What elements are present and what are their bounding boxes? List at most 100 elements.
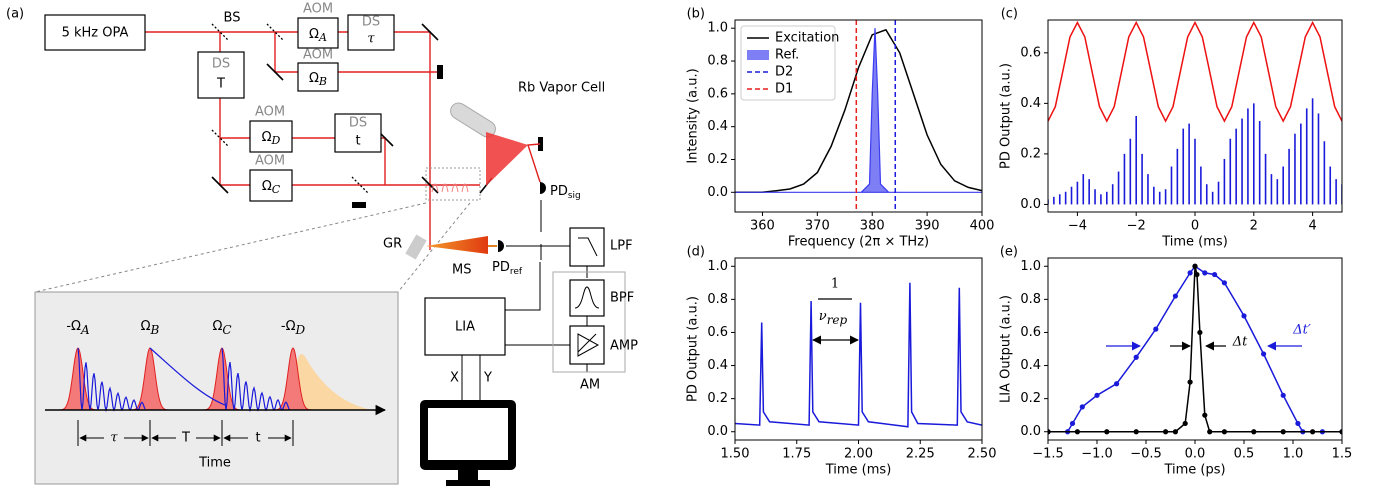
ds-label: DS: [362, 15, 380, 30]
pulse-train: [431, 183, 469, 193]
aom-label: AOM: [303, 2, 333, 17]
marker: [1163, 429, 1169, 435]
aom-box: [297, 62, 339, 92]
aom-sub: C: [272, 183, 281, 196]
marker: [1153, 326, 1159, 332]
monitor-stand: [446, 470, 490, 486]
amp-label: AMP: [610, 339, 638, 354]
annotation-symbol: ν: [819, 309, 827, 324]
opa-label: 5 kHz OPA: [62, 26, 129, 41]
bs-label: BS: [224, 11, 241, 26]
marker: [1221, 429, 1227, 435]
x-tick-label: −2: [1127, 219, 1146, 234]
pulse-sub: B: [150, 323, 160, 337]
aom-box: [297, 17, 339, 49]
plot-area: [735, 282, 982, 428]
marker: [1114, 381, 1120, 387]
pd-ref: [498, 240, 504, 252]
marker: [1194, 271, 1200, 278]
ms-label: MS: [452, 263, 471, 278]
x-tick-label: 370: [805, 219, 830, 234]
pd-sub: ref: [510, 267, 523, 277]
y-axis-label: PD Output (a.u.): [686, 296, 701, 402]
annotation-sub: rep: [827, 313, 848, 327]
beam: [527, 143, 541, 183]
aom-freq: ΩC: [262, 179, 281, 197]
panel-label: (e): [1000, 245, 1018, 260]
annotation: 1: [831, 277, 839, 292]
mirror: [421, 176, 439, 194]
aom-box: [249, 120, 293, 153]
plot-frame: [1047, 19, 1343, 213]
aom-sub: A: [318, 31, 327, 44]
series-area: [735, 28, 982, 193]
vapor-cell: [450, 102, 496, 138]
marker: [1212, 271, 1218, 278]
bpf-label: BPF: [610, 291, 634, 306]
pulse-sub: D: [295, 323, 306, 337]
x-axis-label: Frequency (2π × THz): [788, 235, 929, 250]
time-label: Time: [198, 456, 231, 471]
y-tick-label: 0.2: [1020, 146, 1041, 161]
marker: [1261, 351, 1267, 357]
x-tick-label: 1.0: [1283, 447, 1304, 462]
ds-symbol: T: [216, 77, 225, 92]
reference-beam: [426, 236, 488, 254]
y-tick-label: 0.8: [1020, 292, 1041, 307]
pulse-symbol: -Ω: [281, 319, 296, 334]
ds-box: [347, 14, 395, 51]
x-tick-label: 360: [750, 219, 775, 234]
grating: [405, 234, 427, 260]
coherence: [149, 347, 226, 406]
marker: [1187, 270, 1193, 276]
focus-beam: [486, 132, 528, 186]
x-tick-label: 2.50: [968, 447, 997, 462]
marker: [1197, 329, 1203, 336]
pd-sub: sig: [568, 191, 581, 201]
marker: [1074, 429, 1080, 435]
pulse-sub: C: [222, 323, 231, 337]
opa-box: [44, 14, 146, 51]
pulse-label: ΩC: [212, 319, 231, 337]
series-line: [1048, 20, 1342, 123]
amp-icon: [577, 333, 600, 357]
annotation: Δt′: [1292, 323, 1311, 338]
y-tick-label: 0.8: [707, 54, 728, 69]
delay-label: T: [181, 431, 190, 446]
ds-label: DS: [212, 57, 230, 72]
lia-box: [424, 297, 506, 356]
pulse-sub: A: [80, 323, 90, 337]
marker: [1241, 313, 1247, 319]
panel-label: (d): [687, 245, 705, 260]
pulse-label: -ΩA: [66, 319, 90, 337]
plot-frame: [1047, 257, 1343, 441]
y-tick-label: 0.8: [707, 292, 728, 307]
y-tick-label: 0.4: [707, 358, 728, 373]
y-tick-label: 0.4: [1020, 96, 1041, 111]
pulse-label: -ΩD: [281, 319, 306, 337]
y-tick-label: 0.6: [1020, 45, 1041, 60]
x-tick-label: 4: [1308, 219, 1316, 234]
y-tick-label: 0.2: [1020, 391, 1041, 406]
legend-box: [740, 25, 836, 101]
annotation: Δt: [1232, 335, 1248, 350]
x-tick-label: 2: [1250, 219, 1258, 234]
aom-freq: ΩD: [262, 130, 281, 148]
marker: [1295, 420, 1301, 427]
y-tick-label: 0.0: [707, 424, 728, 439]
pulses: [58, 347, 313, 413]
marker: [1133, 354, 1139, 360]
y-tick-label: 0.0: [1020, 197, 1041, 212]
marker: [1079, 404, 1085, 410]
ds-symbol: τ: [367, 32, 375, 47]
mirror: [266, 63, 284, 81]
y-tick-label: 1.0: [707, 259, 728, 274]
x-tick-label: 1.75: [782, 447, 811, 462]
marker: [1172, 429, 1178, 435]
zoom-line: [34, 202, 427, 293]
lia-label: LIA: [455, 320, 475, 335]
aom-label: AOM: [255, 154, 285, 169]
ds-box: [334, 113, 382, 153]
chart: (b) 360 370 380 390 400 0.0 0.2 0.4 0.6 0.8 1.0 Freq…: [686, 7, 995, 250]
